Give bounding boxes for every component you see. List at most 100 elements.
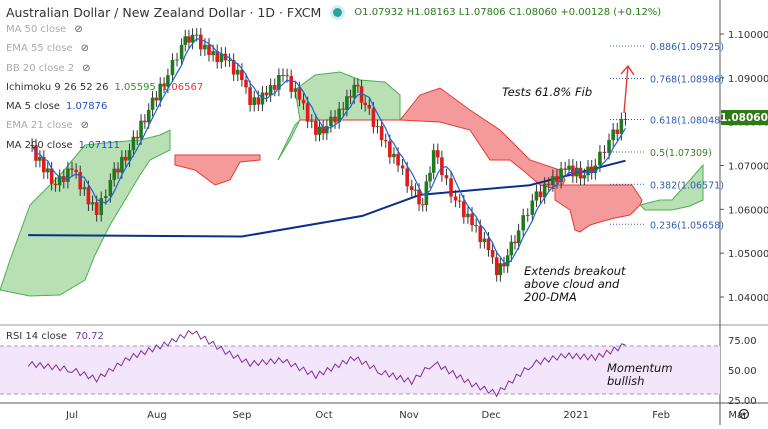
symbol-title[interactable]: Australian Dollar / New Zealand Dollar ·… bbox=[6, 5, 322, 20]
price-tick-label: 1.06000 bbox=[728, 205, 768, 216]
fib-level-label: 0.886(1.09725) bbox=[650, 42, 724, 53]
candle-body bbox=[396, 153, 400, 166]
candle-body bbox=[325, 126, 329, 134]
candle-body bbox=[154, 97, 159, 101]
candle-body bbox=[453, 196, 458, 201]
candle-body bbox=[227, 59, 232, 61]
candle-body bbox=[405, 168, 409, 187]
candle-body bbox=[356, 84, 360, 87]
candle-body bbox=[602, 151, 607, 153]
candle-body bbox=[516, 230, 521, 244]
candle-body bbox=[112, 168, 116, 180]
indicator-value: 1.05595 bbox=[114, 81, 156, 93]
candle-body bbox=[90, 202, 95, 205]
candle-body bbox=[190, 34, 195, 43]
candle-body bbox=[615, 129, 620, 134]
last-price-label: 1.08060 bbox=[720, 112, 768, 124]
chart-legend: Australian Dollar / New Zealand Dollar ·… bbox=[6, 5, 661, 155]
candle-body bbox=[379, 126, 384, 141]
indicator-legend-row[interactable]: MA 200 close 1.07111 bbox=[6, 136, 661, 155]
hidden-eye-icon[interactable]: ⊘ bbox=[80, 120, 90, 132]
ichimoku-cloud-bearish bbox=[174, 154, 261, 186]
candle-body bbox=[70, 168, 74, 170]
candle-body bbox=[123, 156, 128, 161]
candle-body bbox=[143, 120, 147, 123]
rsi-legend: RSI 14 close 70.72 bbox=[6, 331, 104, 342]
candle-body bbox=[589, 166, 594, 174]
indicator-legend-row[interactable]: MA 50 close ⊘ bbox=[6, 20, 661, 39]
candle-body bbox=[420, 204, 425, 206]
indicator-legend-row[interactable]: EMA 21 close ⊘ bbox=[6, 116, 661, 135]
indicator-label: MA 5 close bbox=[6, 101, 60, 113]
candle-body bbox=[388, 141, 392, 158]
candle-body bbox=[424, 181, 429, 205]
indicator-legend-row[interactable]: Ichimoku 9 26 52 26 1.05595 1.06567 bbox=[6, 78, 661, 97]
indicator-legend-row[interactable]: BB 20 close 2 ⊘ bbox=[6, 59, 661, 78]
ohlc-values: O1.07932 H1.08163 L1.07806 C1.08060 +0.0… bbox=[354, 7, 662, 18]
settings-gear-icon[interactable] bbox=[738, 408, 750, 420]
candle-body bbox=[131, 136, 136, 151]
candle-body bbox=[525, 214, 530, 216]
candle-body bbox=[158, 83, 163, 101]
candle-body bbox=[305, 103, 310, 122]
time-tick-label: 2021 bbox=[563, 410, 588, 421]
indicator-value: 1.07876 bbox=[65, 101, 108, 113]
hidden-eye-icon[interactable]: ⊘ bbox=[80, 43, 90, 55]
candle-body bbox=[66, 168, 70, 182]
candle-body bbox=[187, 36, 191, 43]
candle-body bbox=[409, 186, 414, 191]
candle-body bbox=[348, 96, 353, 98]
candle-body bbox=[49, 168, 54, 184]
candle-body bbox=[521, 215, 525, 231]
candle-body bbox=[392, 153, 396, 158]
indicator-value: 1.07111 bbox=[78, 139, 121, 151]
candle-body bbox=[611, 129, 615, 141]
candle-body bbox=[435, 150, 440, 158]
candle-body bbox=[240, 69, 244, 81]
candle-body bbox=[428, 172, 432, 182]
price-tick-label: 1.09000 bbox=[728, 74, 768, 85]
candle-body bbox=[45, 168, 50, 173]
candle-body bbox=[359, 86, 364, 103]
candle-body bbox=[593, 165, 598, 174]
candle-body bbox=[82, 187, 87, 190]
hidden-eye-icon[interactable]: ⊘ bbox=[82, 62, 91, 74]
candle-body bbox=[277, 74, 281, 90]
candle-body bbox=[317, 126, 322, 135]
candle-body bbox=[534, 191, 539, 201]
time-tick-label: Mar bbox=[728, 410, 748, 421]
candle-body bbox=[538, 191, 543, 198]
price-tick-label: 1.05000 bbox=[728, 249, 768, 260]
candle-body bbox=[563, 168, 567, 170]
candle-body bbox=[466, 213, 470, 218]
momentum-annotation: Momentum bullish bbox=[607, 361, 673, 388]
indicator-label: MA 200 close bbox=[6, 139, 73, 151]
rsi-line bbox=[27, 329, 626, 398]
price-tick-label: 1.10000 bbox=[728, 30, 768, 41]
candle-body bbox=[530, 200, 535, 215]
candle-body bbox=[289, 76, 293, 92]
indicator-label: BB 20 close 2 bbox=[6, 62, 75, 74]
candle-body bbox=[272, 85, 277, 90]
ichimoku-cloud-bearish bbox=[554, 184, 643, 233]
candle-body bbox=[211, 51, 215, 56]
candle-body bbox=[135, 136, 140, 139]
candle-body bbox=[490, 250, 495, 258]
candle-body bbox=[513, 241, 517, 244]
time-tick-label: Jul bbox=[65, 410, 78, 421]
indicator-legend-row[interactable]: EMA 55 close ⊘ bbox=[6, 39, 661, 58]
candle-body bbox=[256, 97, 261, 105]
candle-body bbox=[314, 120, 318, 135]
candle-body bbox=[103, 196, 108, 199]
candle-body bbox=[363, 102, 367, 106]
candle-body bbox=[494, 257, 499, 276]
candle-body bbox=[341, 108, 346, 110]
candle-body bbox=[297, 88, 302, 100]
breakout-annotation: Extends breakout above cloud and 200-DMA bbox=[524, 264, 626, 304]
indicator-legend-row[interactable]: MA 5 close 1.07876 bbox=[6, 97, 661, 116]
hidden-eye-icon[interactable]: ⊘ bbox=[74, 24, 83, 35]
rsi-tick-label: 50.00 bbox=[728, 366, 757, 377]
candle-body bbox=[582, 175, 587, 179]
